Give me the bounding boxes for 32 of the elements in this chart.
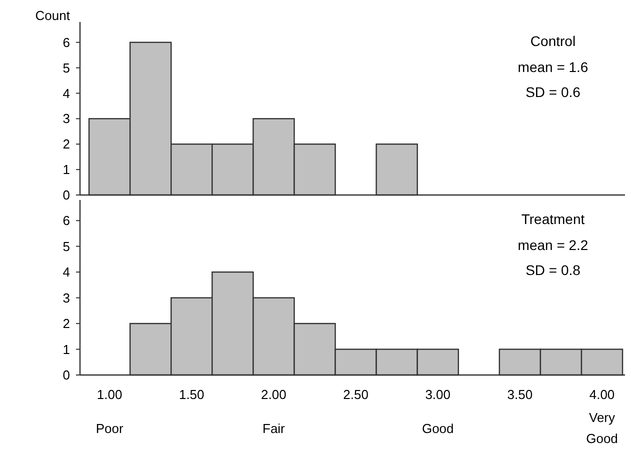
x-tick-label: 3.50 — [507, 387, 533, 402]
y-tick-label: 3 — [62, 290, 70, 306]
text: Control — [530, 33, 576, 49]
annotation: SD = 0.6 — [526, 84, 581, 100]
x-tick-label: 4.00 — [589, 387, 615, 402]
annotation: SD = 0.8 — [526, 262, 581, 278]
y-tick-label: 1 — [62, 162, 70, 178]
y-tick-label: 5 — [62, 60, 70, 76]
y-tick-label: 0 — [62, 368, 70, 383]
y-tick-label: 6 — [62, 213, 70, 228]
y-tick-label: 1 — [62, 342, 70, 357]
y-tick-label: 6 — [62, 34, 70, 50]
text: Good — [422, 421, 454, 436]
x-tick-label: 2.50 — [343, 387, 368, 402]
annotation: mean = 1.6 — [518, 59, 588, 75]
text: Very Good — [586, 410, 618, 446]
y-tick-label: 3 — [62, 111, 70, 126]
x-tick-label: 1.00 — [96, 387, 122, 402]
x-tick-label: 1.50 — [178, 387, 204, 402]
x-tick-label: 2.00 — [261, 387, 286, 402]
text: Fair — [262, 421, 286, 436]
text: Poor — [96, 421, 124, 436]
y-tick-label: 4 — [62, 86, 70, 101]
text: Treatment — [521, 211, 585, 227]
y-tick-label: 0 — [62, 188, 70, 203]
y-axis-title: Count — [35, 8, 70, 23]
annotation: mean = 2.2 — [518, 237, 588, 253]
x-tick-label: 3.00 — [425, 387, 451, 402]
y-tick-label: 2 — [62, 316, 70, 332]
y-tick-label: 5 — [62, 238, 70, 254]
y-tick-label: 2 — [62, 136, 70, 152]
y-tick-label: 4 — [62, 264, 70, 280]
